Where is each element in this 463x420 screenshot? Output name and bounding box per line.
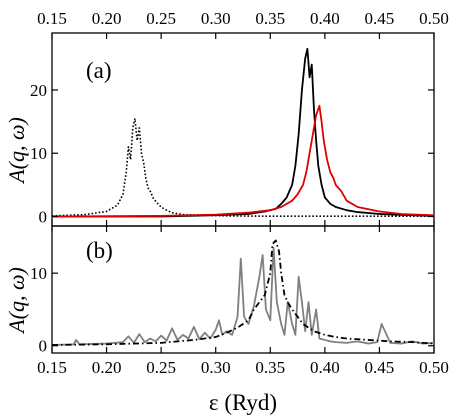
bottom-xtick-label-6: 0.45: [365, 358, 395, 377]
panel-b-series-1: [52, 239, 434, 346]
top-xtick-label-7: 0.50: [419, 9, 449, 28]
panel-b-label: (b): [86, 238, 113, 263]
top-xtick-label-6: 0.45: [365, 9, 395, 28]
bottom-xtick-label-0: 0.15: [37, 358, 67, 377]
series-layer: [52, 47, 434, 346]
bottom-xtick-label-1: 0.20: [92, 358, 122, 377]
panel-a-series-0: [52, 117, 434, 217]
top-xtick-label-3: 0.30: [201, 9, 231, 28]
top-xtick-label-4: 0.35: [255, 9, 285, 28]
tick-layer: 0.15 0.20 0.25 0.30 0.35 0.40 0.45 0.50 0 10 20 0.1…: [30, 9, 449, 377]
top-xtick-label-2: 0.25: [146, 9, 176, 28]
bottom-xtick-label-5: 0.40: [310, 358, 340, 377]
panel-a-series-2: [52, 104, 434, 218]
top-xtick-label-5: 0.40: [310, 9, 340, 28]
bottom-xtick-label-7: 0.50: [419, 358, 449, 377]
bottom-xtick-label-3: 0.30: [201, 358, 231, 377]
panel-a-ytick-label-2: 20: [30, 81, 47, 100]
panel-b-ylabel: A(q, ω): [4, 267, 29, 335]
bottom-xtick-label-4: 0.35: [255, 358, 285, 377]
panel-b-frame: [51, 225, 435, 354]
panel-b-ytick-label-0: 0: [39, 337, 48, 356]
x-axis-label: ε (Ryd): [209, 390, 277, 415]
top-xtick-label-0: 0.15: [37, 9, 67, 28]
panel-a-ylabel: A(q, ω): [4, 117, 29, 185]
panel-b-ytick-label-1: 10: [30, 264, 47, 283]
top-xtick-label-1: 0.20: [92, 9, 122, 28]
panel-a-label: (a): [86, 58, 112, 83]
panel-a-ytick-label-0: 0: [39, 208, 48, 227]
bottom-xtick-label-2: 0.25: [146, 358, 176, 377]
panel-b-series-0: [52, 246, 434, 346]
panel-a-ytick-label-1: 10: [30, 144, 47, 163]
